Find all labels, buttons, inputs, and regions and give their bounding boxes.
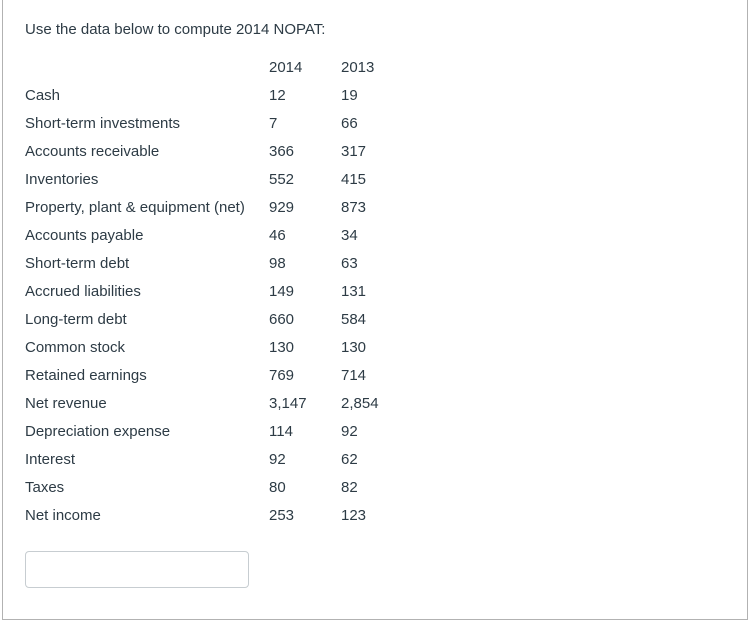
value-2013: 92 [341,423,358,440]
row-label: Net revenue [25,395,107,412]
table-row: Net revenue 3,147 2,854 [25,390,747,418]
table-row: Interest 92 62 [25,446,747,474]
row-label: Cash [25,87,61,104]
value-2014: 929 [269,199,295,216]
value-2013: 66 [341,115,358,132]
table-row: Net income 253 123 [25,502,747,530]
table-row: Property, plant & equipment (net) 929 873 [25,194,747,222]
column-header-2013: 2013 [341,59,375,76]
row-label: Interest [25,451,76,468]
row-label: Accounts payable [25,227,144,244]
value-2014: 253 [269,507,295,524]
value-2013: 34 [341,227,358,244]
row-label: Property, plant & equipment (net) [25,199,245,216]
value-2013: 2,854 [341,395,379,412]
table-row: Cash 12 19 [25,82,747,110]
value-2013: 123 [341,507,367,524]
row-label: Net income [25,507,101,524]
value-2013: 130 [341,339,367,356]
row-label: Retained earnings [25,367,147,384]
value-2013: 317 [341,143,367,160]
table-row: Depreciation expense 114 92 [25,418,747,446]
table-rows: Cash 12 19 Short-term investments 7 66 Account… [25,82,747,530]
table-row: Accounts receivable 366 317 [25,138,747,166]
value-2014: 7 [269,115,278,132]
value-2013: 714 [341,367,367,384]
value-2013: 63 [341,255,358,272]
value-2013: 131 [341,283,367,300]
table-header-row: 2014 2013 [25,54,747,82]
row-label: Inventories [25,171,99,188]
table-row: Accrued liabilities 149 131 [25,278,747,306]
row-label: Accrued liabilities [25,283,141,300]
table-row: Short-term investments 7 66 [25,110,747,138]
value-2014: 98 [269,255,286,272]
row-label: Accounts receivable [25,143,160,160]
answer-area [25,551,747,588]
value-2014: 149 [269,283,295,300]
table-row: Inventories 552 415 [25,166,747,194]
table-row: Taxes 80 82 [25,474,747,502]
value-2014: 130 [269,339,295,356]
table-row: Accounts payable 46 34 [25,222,747,250]
question-prompt: Use the data below to compute 2014 NOPAT… [25,21,326,38]
table-row: Retained earnings 769 714 [25,362,747,390]
row-label: Common stock [25,339,126,356]
row-label: Long-term debt [25,311,127,328]
value-2014: 769 [269,367,295,384]
value-2013: 584 [341,311,367,328]
value-2014: 660 [269,311,295,328]
value-2013: 19 [341,87,358,104]
answer-input[interactable] [25,551,249,588]
value-2013: 82 [341,479,358,496]
row-label: Short-term investments [25,115,181,132]
table-row: Common stock 130 130 [25,334,747,362]
value-2014: 114 [269,423,293,440]
financial-data-table: 2014 2013 Cash 12 19 Short-term investments… [25,54,747,530]
value-2013: 62 [341,451,358,468]
value-2014: 552 [269,171,295,188]
column-header-blank [25,54,269,82]
row-label: Depreciation expense [25,423,171,440]
value-2014: 3,147 [269,395,307,412]
value-2013: 873 [341,199,367,216]
value-2014: 366 [269,143,295,160]
value-2014: 92 [269,451,286,468]
row-label: Short-term debt [25,255,130,272]
table-row: Long-term debt 660 584 [25,306,747,334]
column-header-2014: 2014 [269,59,303,76]
value-2014: 80 [269,479,286,496]
value-2013: 415 [341,171,367,188]
value-2014: 12 [269,87,286,104]
table-row: Short-term debt 98 63 [25,250,747,278]
row-label: Taxes [25,479,65,496]
value-2014: 46 [269,227,286,244]
question-content: Use the data below to compute 2014 NOPAT… [3,0,747,588]
